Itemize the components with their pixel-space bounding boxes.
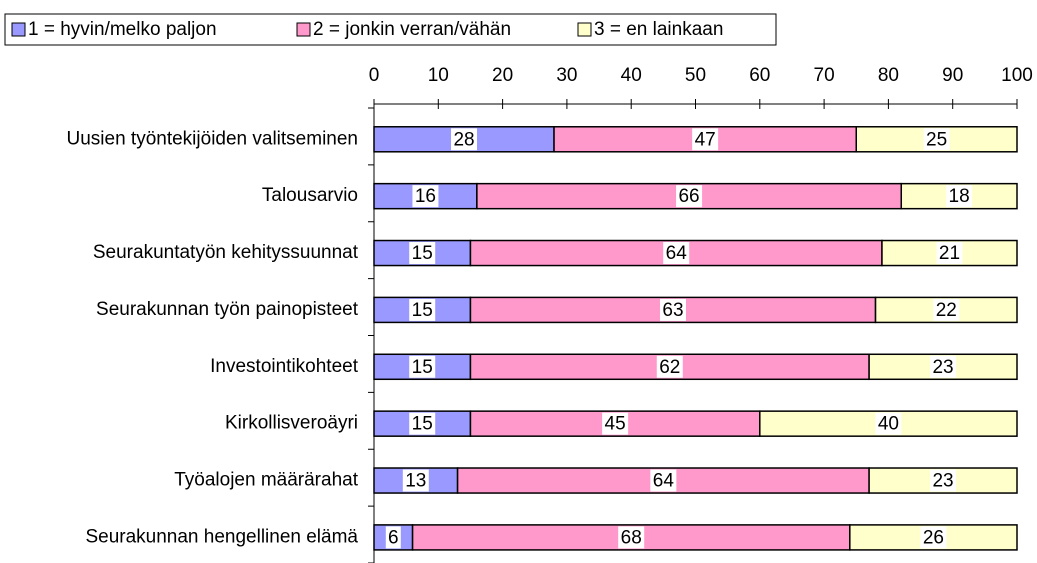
y-tick-label: Seurakunnan työn painopisteet bbox=[96, 299, 359, 320]
value-label: 26 bbox=[923, 527, 944, 548]
value-label-bg bbox=[618, 526, 645, 549]
value-label: 66 bbox=[678, 186, 699, 207]
value-label: 6 bbox=[388, 527, 399, 548]
value-label: 40 bbox=[878, 414, 899, 435]
x-tick-label: 100 bbox=[1001, 65, 1033, 86]
value-label: 47 bbox=[695, 129, 716, 150]
value-label-bg bbox=[923, 128, 950, 151]
value-label: 22 bbox=[936, 300, 957, 321]
value-label: 63 bbox=[662, 300, 683, 321]
value-label: 21 bbox=[939, 243, 960, 264]
value-label-bg bbox=[402, 469, 429, 492]
legend-label: 3 = en lainkaan bbox=[594, 19, 723, 40]
value-label-bg bbox=[602, 412, 629, 435]
legend-box bbox=[4, 13, 777, 46]
legend-label: 2 = jonkin verran/vähän bbox=[313, 19, 511, 40]
value-label: 25 bbox=[926, 129, 947, 150]
value-label: 68 bbox=[621, 527, 642, 548]
y-tick-label: Seurakuntatyön kehityssuunnat bbox=[93, 242, 359, 263]
x-tick-label: 10 bbox=[428, 65, 449, 86]
value-label-bg bbox=[936, 242, 963, 265]
legend-swatch bbox=[296, 22, 311, 37]
value-label-bg bbox=[650, 469, 677, 492]
value-label-bg bbox=[409, 355, 436, 378]
value-label: 28 bbox=[453, 129, 474, 150]
value-label-bg bbox=[409, 412, 436, 435]
legend-swatch bbox=[11, 22, 26, 37]
x-tick-label: 30 bbox=[556, 65, 577, 86]
value-label: 64 bbox=[653, 471, 675, 492]
value-label: 13 bbox=[405, 471, 426, 492]
value-label: 23 bbox=[932, 471, 953, 492]
value-label-bg bbox=[676, 185, 703, 208]
value-label-bg bbox=[409, 242, 436, 265]
x-tick-label: 80 bbox=[878, 65, 899, 86]
value-label-bg bbox=[451, 128, 478, 151]
y-tick-label: Investointikohteet bbox=[210, 356, 359, 377]
x-tick-label: 40 bbox=[621, 65, 642, 86]
y-tick-label: Työalojen määrärahat bbox=[174, 470, 358, 491]
value-label: 15 bbox=[412, 414, 433, 435]
x-tick-label: 20 bbox=[492, 65, 513, 86]
x-tick-label: 0 bbox=[369, 65, 380, 86]
value-label-bg bbox=[933, 298, 960, 321]
value-label: 15 bbox=[412, 357, 433, 378]
value-label: 64 bbox=[666, 243, 688, 264]
legend-swatch bbox=[577, 22, 592, 37]
x-tick-label: 60 bbox=[749, 65, 770, 86]
value-label-bg bbox=[385, 526, 401, 549]
value-label-bg bbox=[663, 242, 690, 265]
value-label-bg bbox=[409, 298, 436, 321]
value-label-bg bbox=[659, 298, 686, 321]
value-label-bg bbox=[875, 412, 902, 435]
x-tick-label: 70 bbox=[814, 65, 835, 86]
y-tick-label: Kirkollisveroäyri bbox=[225, 413, 358, 434]
y-tick-label: Talousarvio bbox=[262, 185, 358, 206]
y-tick-label: Uusien työntekijöiden valitseminen bbox=[67, 128, 359, 149]
x-tick-label: 50 bbox=[685, 65, 706, 86]
value-label: 15 bbox=[412, 300, 433, 321]
y-tick-label: Seurakunnan hengellinen elämä bbox=[85, 526, 358, 547]
value-label-bg bbox=[656, 355, 683, 378]
value-label-bg bbox=[930, 469, 957, 492]
value-label-bg bbox=[920, 526, 947, 549]
value-label: 23 bbox=[932, 357, 953, 378]
value-label: 16 bbox=[415, 186, 436, 207]
value-label: 45 bbox=[605, 414, 626, 435]
value-label: 15 bbox=[412, 243, 433, 264]
value-label: 62 bbox=[659, 357, 680, 378]
value-label-bg bbox=[930, 355, 957, 378]
value-label-bg bbox=[692, 128, 719, 151]
legend-label: 1 = hyvin/melko paljon bbox=[28, 19, 217, 40]
value-label: 18 bbox=[949, 186, 970, 207]
value-label-bg bbox=[946, 185, 973, 208]
value-label-bg bbox=[412, 185, 439, 208]
x-tick-label: 90 bbox=[942, 65, 963, 86]
